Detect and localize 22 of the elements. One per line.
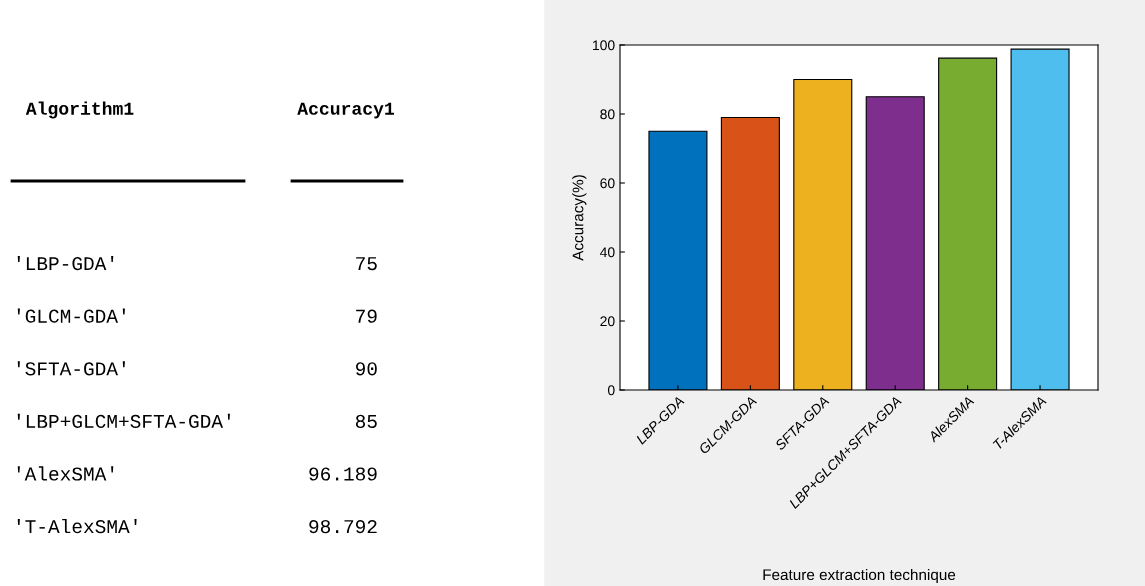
text: 75 (356, 257, 377, 271)
text: 'T-AlexSMA' (17, 518, 137, 534)
text: 85 (355, 414, 377, 429)
y-tick-label: 40 (600, 247, 615, 258)
text: 90 (356, 362, 377, 376)
text: 'AlexSMA' (17, 466, 114, 481)
y-tick-label: 80 (600, 109, 615, 120)
text: Algorithm1 (25, 101, 134, 119)
text: 'SFTA-GDA' (17, 361, 125, 376)
text: 96.189 (309, 467, 377, 481)
text: Accuracy1 (297, 102, 394, 119)
y-axis-title: Accuracy(%) (572, 175, 587, 261)
text: 'LBP+GLCM+SFTA-GDA' (17, 413, 230, 429)
text: 98.792 (309, 520, 377, 534)
y-tick-label: 0 (607, 385, 615, 396)
text: 'GLCM-GDA' (17, 308, 125, 323)
y-tick-label: 20 (600, 316, 615, 327)
text: 79 (356, 309, 377, 323)
text: 'LBP-GDA' (17, 255, 114, 271)
y-tick-label: 100 (593, 40, 615, 51)
x-axis-title: Feature extraction technique (763, 568, 956, 584)
y-tick-label: 60 (600, 178, 615, 189)
